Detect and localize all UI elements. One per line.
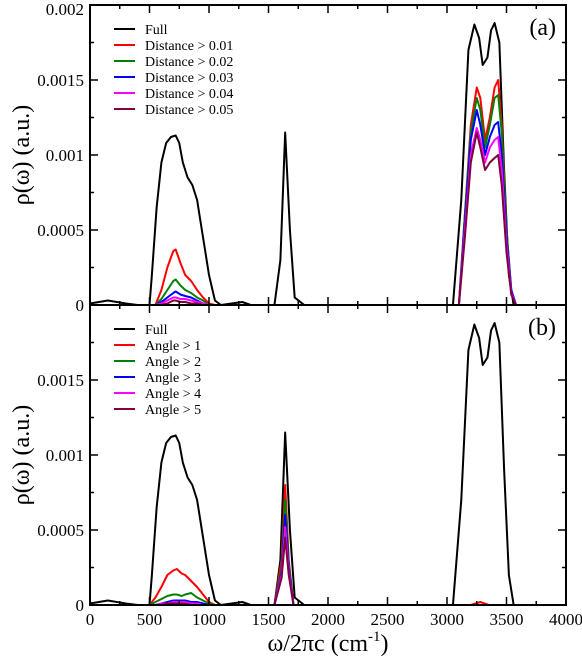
series-line-b-2 <box>90 499 566 606</box>
y-tick-label-b-2: 0.001 <box>46 446 84 465</box>
series-line-b-5 <box>90 536 566 606</box>
legend-label-a-3: Distance > 0.03 <box>145 71 233 86</box>
x-axis-label-tail: ) <box>381 631 389 657</box>
x-axis-label-sup: -1 <box>368 629 381 645</box>
y-tick-label-a-0: 0 <box>76 296 85 315</box>
x-tick-label-b-7: 3500 <box>490 610 524 629</box>
legend-label-b-2: Angle > 2 <box>145 355 201 370</box>
panel-b: 0 500 1000 1500 2000 2500 3000 3500 4000 0 0.0005 0… <box>9 304 582 629</box>
x-tick-label-b-1: 500 <box>137 610 163 629</box>
x-tick-label-b-0: 0 <box>86 610 95 629</box>
legend-label-a-0: Full <box>145 23 168 38</box>
y-tick-label-a-1: 0.0005 <box>37 221 84 240</box>
legend-label-a-1: Distance > 0.01 <box>145 39 233 54</box>
panel-a: 0 0.0005 0.001 0.0015 0.002 ρ(ω) (a.u.) (a) Ful… <box>9 0 567 315</box>
series-line-a-5 <box>90 131 566 306</box>
x-tick-label-b-3: 1500 <box>252 610 286 629</box>
y-tick-label-a-2: 0.001 <box>46 146 84 165</box>
x-tick-label-b-5: 2500 <box>371 610 405 629</box>
legend-label-a-4: Distance > 0.04 <box>145 87 233 102</box>
legend-label-b-3: Angle > 3 <box>145 371 201 386</box>
series-line-a-4 <box>90 127 566 306</box>
y-tick-label-a-4: 0.002 <box>46 0 84 19</box>
y-tick-label-a-3: 0.0015 <box>37 71 84 90</box>
legend-label-a-2: Distance > 0.02 <box>145 55 233 70</box>
y-axis-label-b: ρ(ω) (a.u.) <box>9 405 35 505</box>
x-axis-label-main: ω/2πc (cm <box>267 631 368 657</box>
x-tick-label-b-8: 4000 <box>549 610 582 629</box>
x-tick-label-b-6: 3000 <box>430 610 464 629</box>
shared-labels: ω/2πc (cm-1) <box>267 629 388 657</box>
panel-label-a: (a) <box>529 15 556 41</box>
legend-label-b-1: Angle > 1 <box>145 339 201 354</box>
panel-label-b: (b) <box>528 315 556 341</box>
x-axis-label: ω/2πc (cm-1) <box>267 629 388 657</box>
y-axis-label-a: ρ(ω) (a.u.) <box>9 105 35 205</box>
series-line-a-0 <box>89 22 566 306</box>
series-line-b-0 <box>89 322 566 606</box>
series-line-b-1 <box>90 484 566 606</box>
series-line-b-3 <box>90 514 566 606</box>
y-tick-label-b-0: 0 <box>76 596 85 615</box>
legend-label-a-5: Distance > 0.05 <box>145 103 233 118</box>
x-tick-label-b-2: 1000 <box>192 610 226 629</box>
legend-label-b-4: Angle > 4 <box>145 387 201 402</box>
legend-label-b-5: Angle > 5 <box>145 403 201 418</box>
y-tick-label-b-3: 0.0015 <box>37 371 84 390</box>
legend-label-b-0: Full <box>145 323 168 338</box>
y-tick-label-b-1: 0.0005 <box>37 521 84 540</box>
x-tick-label-b-4: 2000 <box>311 610 345 629</box>
series-line-b-4 <box>90 526 566 606</box>
